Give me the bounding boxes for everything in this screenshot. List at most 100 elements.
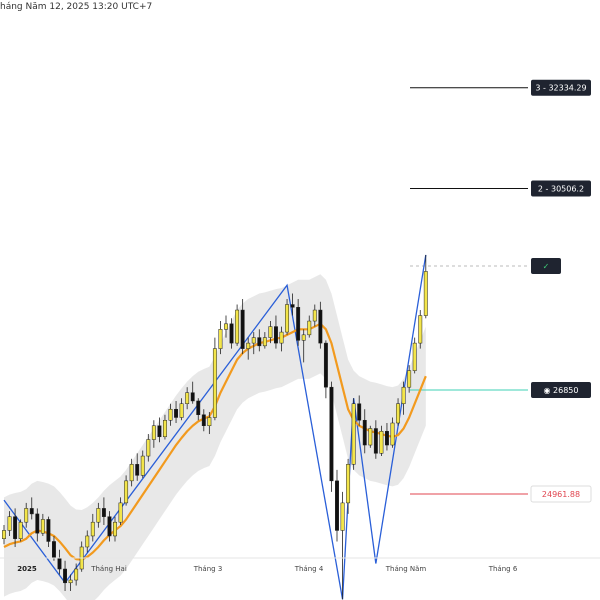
level-tag-entry: ✓ (531, 257, 561, 274)
candle (423, 254, 428, 319)
candle (379, 425, 384, 457)
candle-body (85, 535, 90, 548)
candle (140, 450, 145, 479)
candle (118, 497, 123, 525)
level-tag-label: ◉ 26850 (544, 386, 579, 395)
candles (2, 254, 428, 600)
candle-body (113, 521, 117, 537)
candle-body (323, 342, 328, 388)
candle (146, 434, 151, 462)
candle-body (96, 508, 101, 523)
level-tag-bg (530, 485, 592, 503)
candle-body (312, 309, 317, 322)
candle-body (74, 568, 79, 581)
candle (129, 458, 134, 487)
candle-body (335, 480, 339, 531)
candle-body (235, 309, 240, 344)
candle-body (407, 370, 412, 388)
candle-body (140, 455, 145, 476)
candle (285, 299, 290, 335)
candle-body (224, 323, 228, 330)
candle (340, 491, 345, 600)
candle (29, 497, 34, 520)
candle-body (385, 431, 389, 446)
candle-body (13, 516, 18, 539)
candle-body (318, 309, 323, 344)
candle-body (29, 508, 34, 515)
x-tick-label: Tháng 6 (488, 565, 518, 573)
candle (40, 513, 45, 536)
candle (2, 524, 6, 545)
level-lines (410, 87, 528, 495)
candle-body (301, 334, 306, 341)
candle-body (46, 519, 51, 542)
x-tick-label: Tháng Hai (90, 565, 127, 573)
candle-body (290, 304, 295, 308)
candle (63, 560, 67, 592)
candle (13, 508, 18, 547)
level-tag-level-3: 3 - 32334.29 (531, 79, 591, 96)
candle (262, 332, 267, 349)
candle (251, 332, 256, 355)
candle (357, 395, 362, 426)
candle-body (279, 331, 284, 344)
candle-body (373, 428, 378, 454)
candle-body (396, 403, 401, 424)
candle (312, 304, 317, 327)
candle (301, 329, 306, 363)
candle (368, 425, 373, 448)
level-tag-target: ◉ 26850 (531, 381, 591, 398)
candle (7, 511, 12, 536)
candle (229, 318, 234, 349)
candle-body (40, 519, 45, 534)
candle (218, 321, 223, 355)
candle (24, 502, 29, 528)
candle-body (401, 386, 406, 404)
candle-body (207, 417, 212, 427)
candle-body (168, 408, 173, 421)
candle-body (196, 400, 201, 415)
candle (385, 423, 389, 451)
candle (157, 417, 162, 443)
x-tick-label: Tháng 3 (193, 565, 223, 573)
candle-body (57, 557, 62, 570)
candle (418, 310, 423, 349)
candle-body (212, 348, 217, 418)
level-tag-label: 24961.88 (542, 490, 580, 499)
level-tag-label: ✓ (543, 262, 550, 271)
candle (212, 337, 217, 421)
candle (18, 519, 23, 542)
candle (307, 315, 312, 338)
candle-body (52, 541, 56, 559)
candle (224, 315, 228, 338)
candle-body (423, 271, 428, 316)
candle (135, 453, 140, 481)
candle (107, 511, 112, 542)
candle-body (340, 502, 345, 531)
candle-body (124, 480, 129, 504)
candle-body (18, 521, 23, 539)
candle-body (390, 422, 395, 446)
candle-body (163, 419, 167, 438)
candle-body (90, 521, 95, 537)
candle-body (368, 428, 373, 446)
level-tag-bg (531, 381, 591, 398)
candle (335, 469, 339, 542)
x-tick-label: Tháng Năm (385, 565, 427, 573)
candle-body (185, 392, 190, 404)
candle-body (157, 425, 162, 438)
candle (329, 381, 334, 492)
candle (46, 516, 51, 547)
candle-body (274, 326, 278, 344)
candle-body (251, 337, 256, 344)
candle (207, 411, 212, 435)
candle (201, 409, 206, 432)
candle-body (7, 516, 12, 531)
candle-body (285, 304, 290, 333)
candle (179, 398, 184, 421)
candle-body (296, 307, 301, 341)
candle-body (351, 403, 356, 465)
candle-body (135, 464, 140, 476)
candle-body (329, 386, 334, 482)
